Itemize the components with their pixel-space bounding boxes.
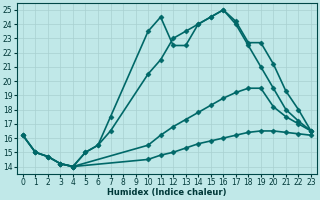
- X-axis label: Humidex (Indice chaleur): Humidex (Indice chaleur): [107, 188, 227, 197]
